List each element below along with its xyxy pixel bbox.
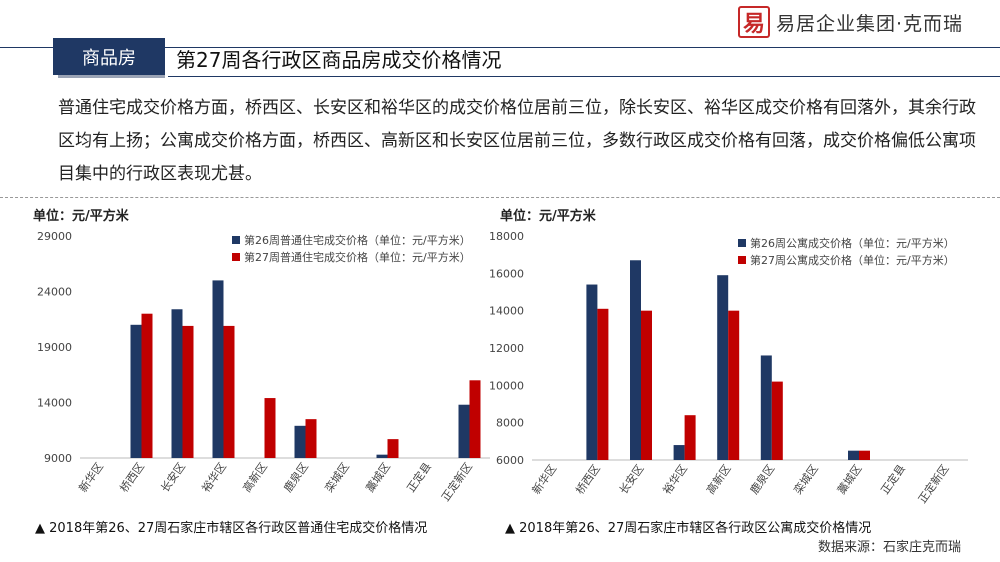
legend-label: 第26周公寓成交价格（单位：元/平方米） — [750, 236, 955, 250]
x-tick-label: 正定新区 — [438, 460, 475, 504]
page-title: 第27周各行政区商品房成交价格情况 — [176, 48, 502, 72]
x-tick-label: 高新区 — [240, 460, 270, 495]
bar-藁城区-s2 — [387, 439, 399, 458]
bar-高新区-s1 — [717, 275, 729, 460]
x-tick-label: 鹿泉区 — [747, 462, 777, 497]
bar-鹿泉区-s1 — [760, 355, 772, 460]
bar-藁城区-s1 — [848, 450, 859, 460]
right-chart-unit: 单位：元/平方米 — [500, 209, 596, 224]
legend-swatch — [738, 256, 746, 264]
bar-长安区-s2 — [641, 310, 652, 460]
legend-label: 第27周普通住宅成交价格（单位：元/平方米） — [244, 250, 471, 264]
bar-正定新区-s2 — [469, 380, 481, 458]
y-tick-label: 19000 — [37, 341, 72, 354]
bar-裕华区-s2 — [223, 325, 235, 458]
y-tick-label: 29000 — [37, 230, 72, 243]
x-tick-label: 藁城区 — [363, 460, 393, 494]
x-tick-label: 裕华区 — [199, 460, 229, 495]
legend-swatch — [232, 236, 240, 244]
bar-裕华区-s2 — [684, 415, 696, 460]
y-tick-label: 24000 — [37, 286, 72, 299]
y-tick-label: 16000 — [490, 267, 524, 280]
bar-桥西区-s1 — [586, 284, 598, 460]
y-tick-label: 8000 — [496, 417, 524, 430]
bar-鹿泉区-s1 — [294, 425, 306, 458]
tag-shadow — [58, 75, 165, 78]
bar-长安区-s1 — [630, 260, 641, 460]
bar-长安区-s1 — [171, 309, 183, 458]
bar-鹿泉区-s2 — [305, 419, 317, 458]
x-tick-label: 长安区 — [616, 462, 646, 497]
bar-藁城区-s2 — [859, 450, 870, 460]
x-tick-label: 桥西区 — [117, 460, 147, 494]
x-tick-label: 桥西区 — [573, 462, 603, 496]
residential-price-chart: 9000 14000 19000 24000 29000 新华区 桥西区 长安区 裕华区 高新区鹿… — [37, 230, 490, 504]
bar-裕华区-s1 — [673, 445, 685, 460]
y-tick-label: 9000 — [44, 452, 72, 465]
data-source: 数据来源：石家庄克而瑞 — [818, 540, 962, 555]
x-tick-label: 栾城区 — [790, 462, 820, 497]
section-tag: 商品房 — [53, 38, 165, 75]
bar-桥西区-s2 — [141, 313, 153, 458]
x-tick-label: 栾城区 — [322, 460, 352, 495]
y-tick-label: 18000 — [490, 230, 524, 243]
x-tick-label: 新华区 — [76, 460, 106, 495]
right-chart-caption: ▲ 2018年第26、27周石家庄市辖区各行政区公寓成交价格情况 — [505, 521, 872, 536]
left-chart-caption: ▲ 2018年第26、27周石家庄市辖区各行政区普通住宅成交价格情况 — [35, 521, 428, 536]
y-tick-label: 14000 — [37, 397, 72, 410]
company-logo: 易 易居企业集团·克而瑞 — [738, 6, 963, 38]
x-tick-label: 鹿泉区 — [281, 460, 311, 495]
x-tick-label: 藁城区 — [835, 462, 865, 496]
x-tick-label: 长安区 — [158, 460, 188, 495]
bar-桥西区-s1 — [130, 324, 142, 458]
logo-mark-icon: 易 — [738, 6, 770, 38]
bar-桥西区-s2 — [597, 308, 609, 460]
legend-label: 第26周普通住宅成交价格（单位：元/平方米） — [244, 233, 471, 247]
header-rule — [0, 47, 1000, 48]
x-tick-label: 正定县 — [404, 460, 434, 495]
bar-高新区-s2 — [728, 310, 740, 460]
title-underline — [168, 76, 1000, 77]
bar-裕华区-s1 — [212, 280, 224, 458]
bar-长安区-s2 — [182, 325, 194, 458]
legend-swatch — [232, 253, 240, 261]
x-tick-label: 正定县 — [878, 462, 908, 497]
x-tick-label: 裕华区 — [660, 462, 690, 497]
legend-swatch — [738, 239, 746, 247]
section-divider — [0, 197, 1000, 198]
bar-藁城区-s1 — [376, 454, 388, 458]
intro-paragraph: 普通住宅成交价格方面，桥西区、长安区和裕华区的成交价格位居前三位，除长安区、裕华… — [58, 98, 976, 184]
apartment-price-chart: 6000 8000 10000 12000 14000 16000 18000 新华区 桥西区长… — [490, 230, 968, 506]
bar-正定新区-s1 — [458, 404, 470, 458]
y-tick-label: 14000 — [490, 305, 524, 318]
x-tick-label: 高新区 — [703, 462, 733, 497]
legend-label: 第27周公寓成交价格（单位：元/平方米） — [750, 253, 955, 267]
bar-鹿泉区-s2 — [771, 381, 783, 460]
logo-text: 易居企业集团·克而瑞 — [776, 12, 964, 35]
y-tick-label: 6000 — [496, 454, 524, 467]
x-tick-label: 正定新区 — [915, 462, 952, 506]
y-tick-label: 10000 — [490, 379, 524, 392]
left-chart-unit: 单位：元/平方米 — [33, 209, 129, 224]
bar-高新区-s2 — [264, 398, 276, 458]
y-tick-label: 12000 — [490, 342, 524, 355]
x-tick-label: 新华区 — [529, 462, 559, 497]
